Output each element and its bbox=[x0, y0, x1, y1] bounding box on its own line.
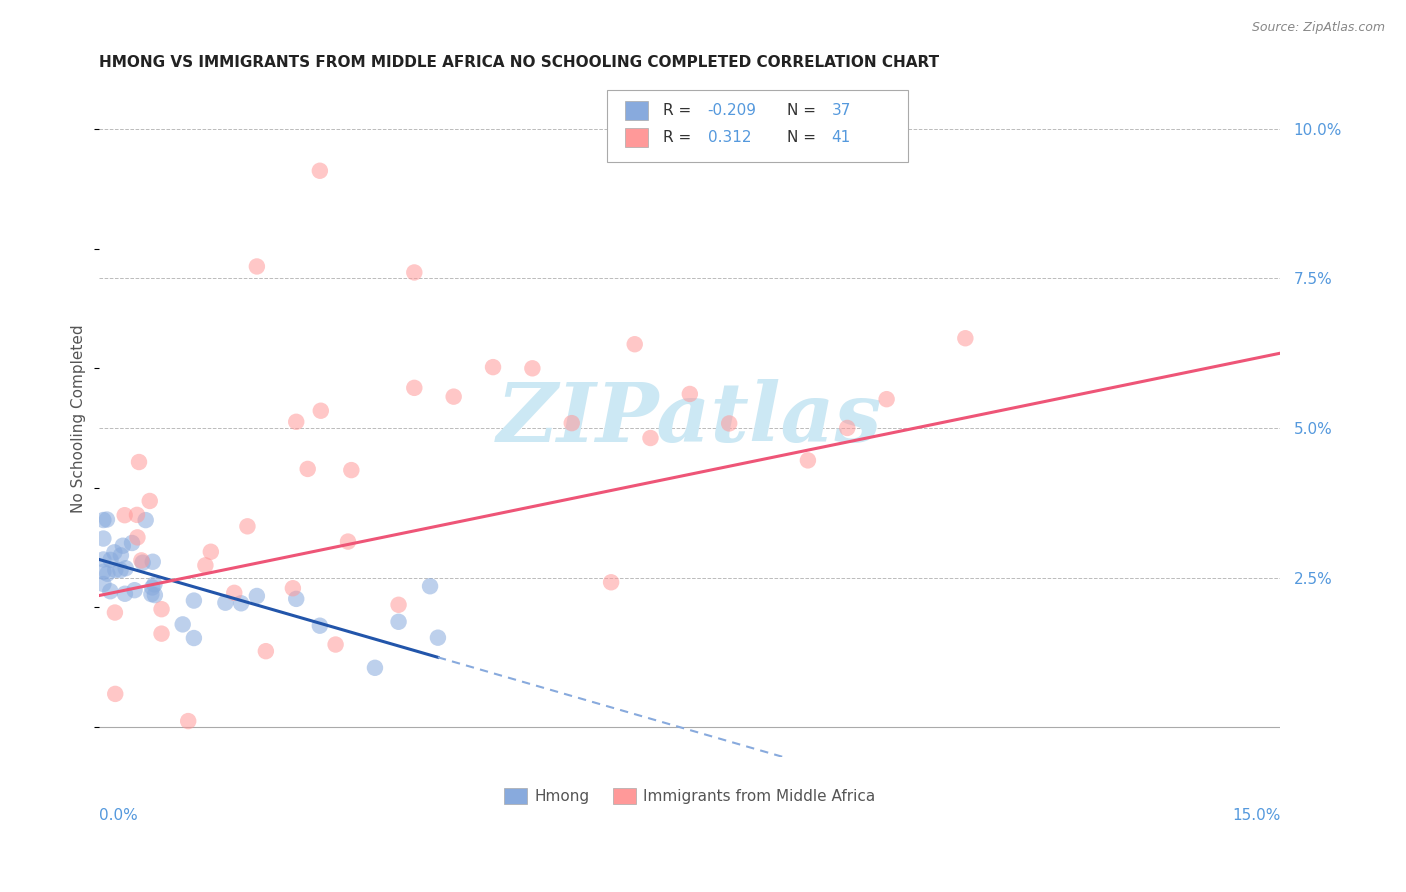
Text: N =: N = bbox=[786, 103, 821, 119]
Point bbox=[640, 431, 662, 445]
Point bbox=[426, 631, 449, 645]
Point bbox=[224, 586, 246, 600]
Point bbox=[419, 579, 441, 593]
Point bbox=[131, 556, 153, 570]
Point bbox=[183, 593, 205, 607]
Text: 37: 37 bbox=[831, 103, 851, 119]
Point bbox=[96, 566, 118, 581]
Point bbox=[110, 549, 132, 563]
Point bbox=[837, 421, 859, 435]
Point bbox=[131, 553, 153, 567]
FancyBboxPatch shape bbox=[624, 128, 648, 146]
Point bbox=[200, 545, 222, 559]
Point bbox=[325, 638, 347, 652]
Text: Source: ZipAtlas.com: Source: ZipAtlas.com bbox=[1251, 21, 1385, 34]
Point bbox=[309, 403, 332, 417]
Text: HMONG VS IMMIGRANTS FROM MIDDLE AFRICA NO SCHOOLING COMPLETED CORRELATION CHART: HMONG VS IMMIGRANTS FROM MIDDLE AFRICA N… bbox=[100, 55, 939, 70]
Point bbox=[214, 596, 236, 610]
Point bbox=[623, 337, 645, 351]
Point bbox=[876, 392, 898, 407]
Point bbox=[124, 583, 146, 598]
Point bbox=[104, 606, 127, 620]
Point bbox=[285, 415, 308, 429]
Point bbox=[103, 545, 125, 559]
FancyBboxPatch shape bbox=[624, 102, 648, 120]
Point bbox=[172, 617, 194, 632]
Point bbox=[308, 618, 330, 632]
Point bbox=[104, 687, 127, 701]
Point bbox=[482, 360, 505, 375]
Point bbox=[150, 626, 173, 640]
Point bbox=[177, 714, 200, 728]
Point bbox=[955, 331, 977, 345]
Point bbox=[114, 587, 136, 601]
Point bbox=[561, 416, 583, 430]
Point bbox=[246, 589, 269, 603]
Point bbox=[128, 455, 150, 469]
Point bbox=[254, 644, 277, 658]
Point bbox=[93, 577, 115, 591]
Point bbox=[98, 584, 121, 599]
Point bbox=[93, 552, 115, 566]
Point bbox=[337, 534, 360, 549]
Point bbox=[143, 588, 166, 602]
Point bbox=[246, 260, 269, 274]
Point bbox=[96, 512, 118, 526]
Point bbox=[135, 513, 157, 527]
Point bbox=[93, 565, 115, 579]
Point bbox=[297, 462, 319, 476]
Text: -0.209: -0.209 bbox=[707, 103, 756, 119]
Point bbox=[229, 596, 252, 610]
Point bbox=[679, 387, 702, 401]
Point bbox=[143, 577, 166, 591]
Point bbox=[340, 463, 363, 477]
Text: R =: R = bbox=[662, 103, 696, 119]
Point bbox=[308, 163, 330, 178]
Point bbox=[93, 513, 115, 527]
Text: 41: 41 bbox=[831, 129, 851, 145]
Point bbox=[114, 561, 136, 575]
Text: 15.0%: 15.0% bbox=[1232, 807, 1281, 822]
Text: 0.312: 0.312 bbox=[707, 129, 751, 145]
Point bbox=[387, 615, 409, 629]
Point bbox=[443, 390, 465, 404]
Point bbox=[387, 598, 409, 612]
Point bbox=[114, 508, 136, 523]
Point bbox=[194, 558, 217, 573]
Point bbox=[139, 494, 162, 508]
FancyBboxPatch shape bbox=[607, 90, 908, 162]
Point bbox=[141, 581, 163, 595]
Y-axis label: No Schooling Completed: No Schooling Completed bbox=[72, 325, 86, 513]
Point bbox=[127, 530, 149, 544]
Point bbox=[600, 575, 623, 590]
Point bbox=[150, 602, 173, 616]
Point bbox=[142, 555, 165, 569]
Point bbox=[718, 417, 741, 431]
Point bbox=[111, 539, 134, 553]
Point bbox=[404, 381, 426, 395]
Point bbox=[110, 563, 132, 577]
Point bbox=[183, 631, 205, 645]
Point bbox=[285, 591, 308, 606]
Text: 0.0%: 0.0% bbox=[100, 807, 138, 822]
Point bbox=[100, 553, 122, 567]
Point bbox=[236, 519, 259, 533]
Point bbox=[104, 563, 127, 577]
Legend: Hmong, Immigrants from Middle Africa: Hmong, Immigrants from Middle Africa bbox=[498, 782, 882, 810]
Point bbox=[281, 581, 304, 595]
Text: N =: N = bbox=[786, 129, 821, 145]
Point bbox=[125, 508, 148, 522]
Text: R =: R = bbox=[662, 129, 696, 145]
Point bbox=[141, 587, 163, 601]
Point bbox=[364, 661, 387, 675]
Point bbox=[797, 453, 820, 467]
Point bbox=[522, 361, 544, 376]
Point bbox=[404, 265, 426, 279]
Point bbox=[93, 532, 115, 546]
Point bbox=[121, 536, 143, 550]
Text: ZIPatlas: ZIPatlas bbox=[498, 379, 883, 459]
